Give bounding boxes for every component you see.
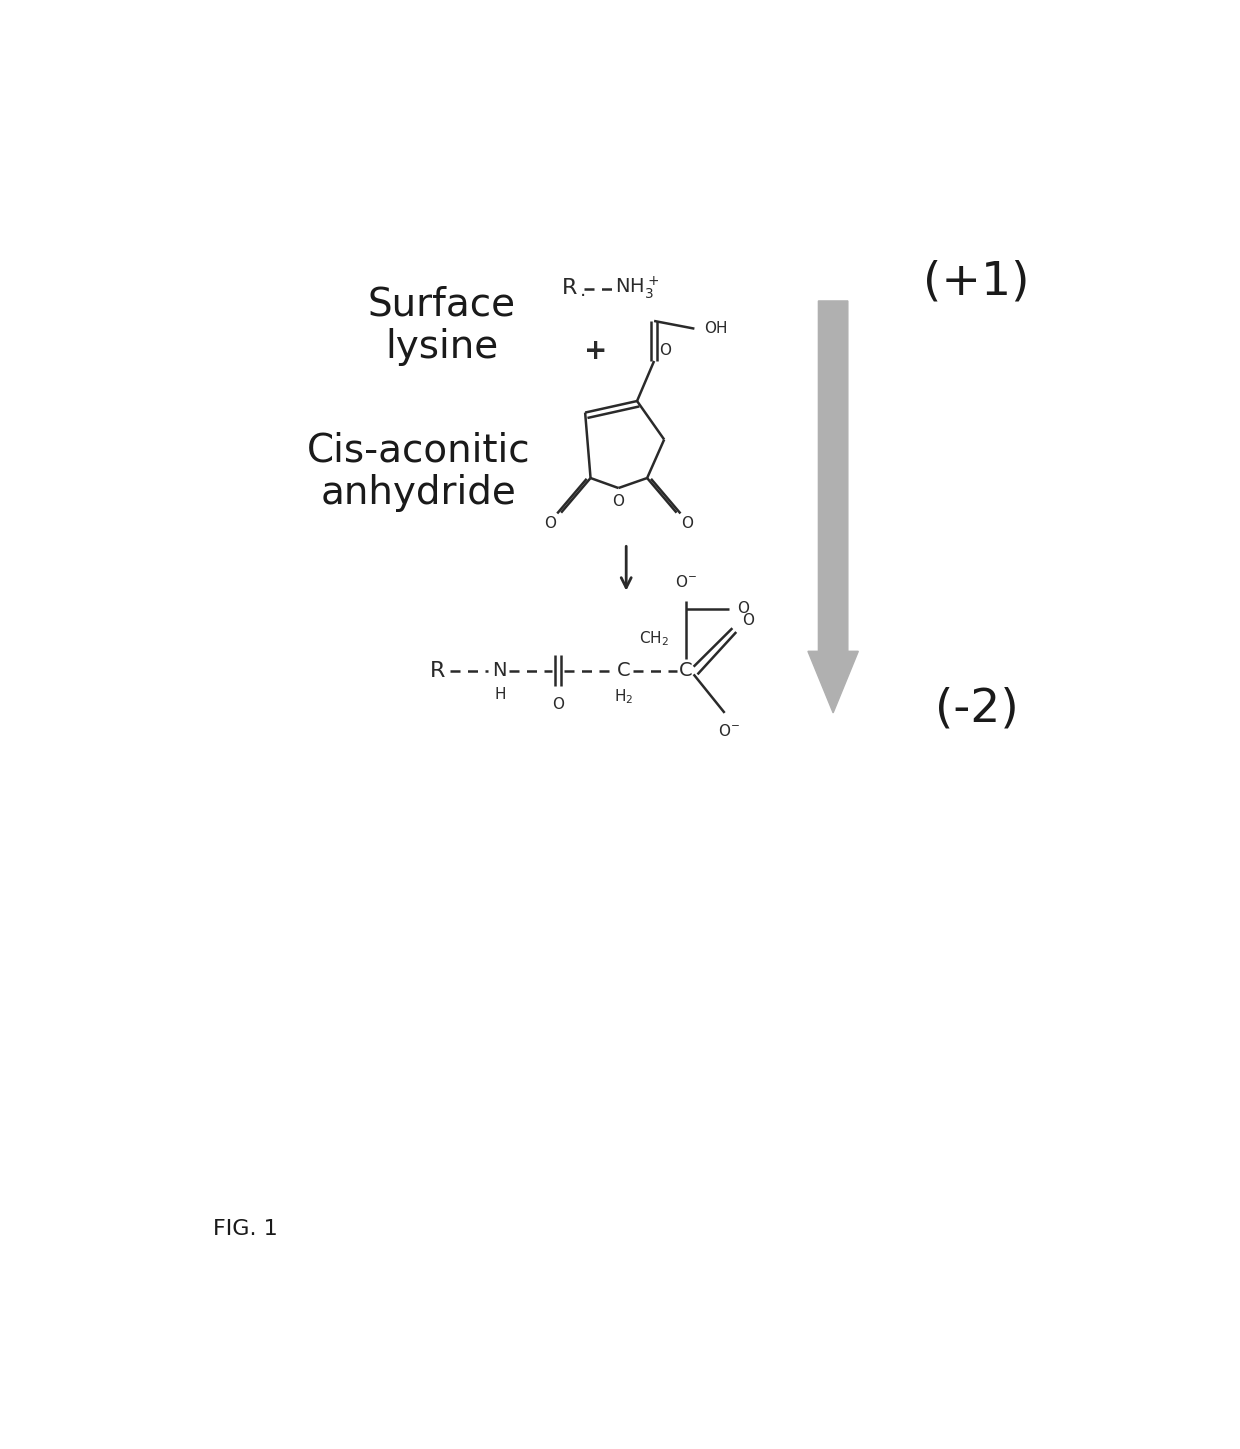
Text: O: O (682, 516, 693, 530)
Text: O: O (742, 613, 754, 627)
Text: C: C (618, 661, 631, 680)
Text: O: O (552, 697, 564, 711)
Text: O: O (544, 516, 557, 530)
Text: O: O (737, 601, 749, 616)
FancyArrow shape (808, 301, 858, 713)
Text: N: N (492, 661, 507, 680)
Text: $\mathsf{R}$: $\mathsf{R}$ (560, 278, 578, 298)
Text: (+1): (+1) (924, 259, 1029, 304)
Text: $\mathsf{NH_3^+}$: $\mathsf{NH_3^+}$ (615, 274, 658, 301)
Text: +: + (584, 338, 606, 365)
Text: CH$_2$: CH$_2$ (639, 629, 668, 648)
Text: C: C (680, 661, 693, 680)
Text: .: . (580, 281, 587, 300)
Text: R: R (430, 661, 445, 681)
Text: (-2): (-2) (935, 687, 1018, 732)
Text: O: O (658, 343, 671, 358)
Text: H$_2$: H$_2$ (614, 687, 634, 706)
Text: OH: OH (704, 322, 727, 336)
Text: O$^{-}$: O$^{-}$ (675, 574, 697, 590)
Text: O: O (613, 494, 625, 509)
Text: FIG. 1: FIG. 1 (213, 1219, 278, 1239)
Text: O$^{-}$: O$^{-}$ (718, 723, 739, 739)
Text: Surface
lysine: Surface lysine (368, 285, 516, 367)
Text: H: H (494, 687, 506, 703)
Text: Cis-aconitic
anhydride: Cis-aconitic anhydride (306, 432, 531, 513)
